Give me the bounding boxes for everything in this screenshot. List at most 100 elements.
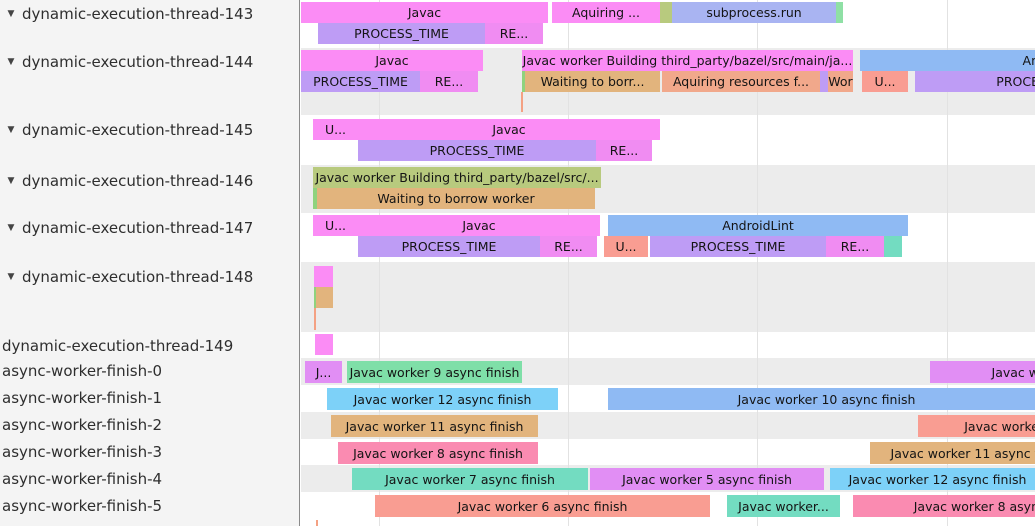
trace-slice[interactable]: Javac worker 10 async finish bbox=[608, 388, 1035, 410]
trace-slice[interactable]: Javac worker Building third_party/bazel/… bbox=[313, 167, 601, 188]
trace-slice-label: Javac worker 12 async finish bbox=[848, 471, 1027, 487]
trace-slice[interactable]: Javac worker 9 async finish bbox=[347, 361, 522, 383]
track-label-dynamic-execution-thread-149[interactable]: dynamic-execution-thread-149 bbox=[0, 336, 299, 356]
trace-slice-label: Javac worker 10 async finish bbox=[737, 391, 916, 407]
trace-slice[interactable]: Javac worker 7 async finish bbox=[352, 468, 588, 490]
trace-slice[interactable]: An bbox=[860, 50, 1035, 71]
track-name-label: dynamic-execution-thread-144 bbox=[22, 53, 254, 71]
trace-slice[interactable]: U... bbox=[313, 119, 358, 140]
track-label-dynamic-execution-thread-145[interactable]: ▼ dynamic-execution-thread-145 bbox=[0, 120, 299, 140]
trace-slice[interactable]: AndroidLint bbox=[608, 215, 908, 236]
trace-slice[interactable]: U... bbox=[313, 215, 358, 236]
trace-slice-label: RE... bbox=[609, 143, 639, 158]
trace-slice-label: Javac worker 9 async finish bbox=[349, 364, 520, 380]
trace-slice-label: Wor bbox=[828, 74, 853, 89]
trace-slice[interactable]: PROCESS_TIME bbox=[358, 140, 596, 161]
trace-slice[interactable]: PROCESS_TIME bbox=[301, 71, 420, 92]
trace-slice[interactable]: J... bbox=[305, 361, 342, 383]
trace-slice[interactable]: Waiting to borr... bbox=[525, 71, 660, 92]
trace-slice[interactable]: Javac worker 8 asyn bbox=[853, 495, 1035, 517]
trace-slice[interactable] bbox=[522, 71, 525, 92]
trace-slice[interactable]: RE... bbox=[596, 140, 652, 161]
trace-slice[interactable]: Javac w bbox=[930, 361, 1035, 383]
trace-slice[interactable]: RE... bbox=[540, 236, 597, 257]
track-label-async-worker-finish-0[interactable]: async-worker-finish-0 bbox=[0, 361, 299, 381]
collapse-arrow-icon[interactable]: ▼ bbox=[7, 9, 15, 19]
trace-slice[interactable] bbox=[660, 2, 672, 23]
trace-slice[interactable]: Aquiring resources f... bbox=[662, 71, 820, 92]
track-label-dynamic-execution-thread-147[interactable]: ▼ dynamic-execution-thread-147 bbox=[0, 218, 299, 238]
trace-slice[interactable]: RE... bbox=[420, 71, 478, 92]
trace-slice[interactable]: Waiting to borrow worker bbox=[317, 188, 595, 209]
collapse-arrow-icon[interactable]: ▼ bbox=[7, 57, 15, 67]
instant-event-tick[interactable] bbox=[521, 92, 523, 112]
trace-slice[interactable]: Javac bbox=[301, 2, 548, 23]
trace-slice[interactable]: Javac worker 12 async finish bbox=[327, 388, 558, 410]
collapse-arrow-icon[interactable]: ▼ bbox=[7, 272, 15, 282]
trace-slice[interactable]: Javac worker 5 async finish bbox=[590, 468, 824, 490]
trace-slice[interactable] bbox=[316, 287, 333, 308]
trace-slice[interactable]: subprocess.run bbox=[672, 2, 836, 23]
trace-slice[interactable]: RE... bbox=[485, 23, 543, 44]
trace-slice[interactable]: PROCESS_TIME bbox=[318, 23, 485, 44]
trace-slice[interactable]: Aquiring ... bbox=[552, 2, 660, 23]
track-label-dynamic-execution-thread-148[interactable]: ▼ dynamic-execution-thread-148 bbox=[0, 267, 299, 287]
trace-slice[interactable] bbox=[314, 266, 333, 287]
trace-slice-label: Waiting to borrow worker bbox=[377, 191, 535, 206]
trace-slice[interactable]: Wor bbox=[828, 71, 853, 92]
time-gridline bbox=[379, 0, 380, 526]
trace-slice[interactable]: Javac bbox=[301, 50, 483, 71]
trace-slice[interactable]: Javac worker 11 async f bbox=[870, 442, 1035, 464]
trace-slice-label: AndroidLint bbox=[722, 218, 794, 233]
trace-slice-label: U... bbox=[324, 218, 347, 233]
track-label-async-worker-finish-5[interactable]: async-worker-finish-5 bbox=[0, 496, 299, 516]
track-label-async-worker-finish-2[interactable]: async-worker-finish-2 bbox=[0, 415, 299, 435]
trace-slice[interactable]: U... bbox=[604, 236, 648, 257]
trace-slice[interactable]: U... bbox=[862, 71, 908, 92]
track-name-label: dynamic-execution-thread-146 bbox=[22, 172, 254, 190]
trace-slice[interactable]: PROCE bbox=[915, 71, 1035, 92]
trace-slice[interactable] bbox=[820, 71, 828, 92]
trace-slice[interactable]: RE... bbox=[826, 236, 884, 257]
trace-slice[interactable] bbox=[315, 334, 333, 355]
trace-slice[interactable]: PROCESS_TIME bbox=[650, 236, 826, 257]
trace-slice[interactable]: Javac worker 11 async finish bbox=[331, 415, 538, 437]
track-label-async-worker-finish-4[interactable]: async-worker-finish-4 bbox=[0, 469, 299, 489]
trace-slice[interactable] bbox=[314, 287, 316, 308]
trace-slice[interactable]: Javac worker 6 async finish bbox=[375, 495, 710, 517]
trace-slice-label: Javac worker Building third_party/bazel/… bbox=[315, 170, 599, 185]
track-label-dynamic-execution-thread-144[interactable]: ▼ dynamic-execution-thread-144 bbox=[0, 52, 299, 72]
track-label-async-worker-finish-1[interactable]: async-worker-finish-1 bbox=[0, 388, 299, 408]
time-gridline bbox=[568, 0, 569, 526]
trace-slice[interactable] bbox=[313, 188, 317, 209]
trace-slice[interactable]: Javac worker... bbox=[727, 495, 840, 517]
track-label-async-worker-finish-3[interactable]: async-worker-finish-3 bbox=[0, 442, 299, 462]
trace-slice[interactable]: Javac bbox=[358, 215, 600, 236]
trace-slice-label: Javac worker Building third_party/bazel/… bbox=[522, 53, 853, 68]
trace-slice[interactable]: Javac worker 12 async finish bbox=[830, 468, 1035, 490]
instant-event-tick[interactable] bbox=[314, 308, 316, 330]
trace-slice[interactable] bbox=[836, 2, 843, 23]
trace-slice-label: Javac worker 11 async f bbox=[890, 445, 1035, 461]
trace-slice[interactable]: PROCESS_TIME bbox=[358, 236, 540, 257]
collapse-arrow-icon[interactable]: ▼ bbox=[7, 223, 15, 233]
track-name-label: dynamic-execution-thread-145 bbox=[22, 121, 254, 139]
trace-slice-label: Waiting to borr... bbox=[540, 74, 645, 89]
track-background-band bbox=[301, 262, 1035, 332]
trace-slice[interactable]: Javac bbox=[358, 119, 660, 140]
collapse-arrow-icon[interactable]: ▼ bbox=[7, 125, 15, 135]
time-gridline bbox=[757, 0, 758, 526]
trace-slice[interactable]: Javac worker Building third_party/bazel/… bbox=[522, 50, 853, 71]
collapse-arrow-icon[interactable]: ▼ bbox=[7, 176, 15, 186]
trace-slice[interactable]: Javac worke bbox=[918, 415, 1035, 437]
track-name-label: dynamic-execution-thread-149 bbox=[2, 337, 234, 355]
track-name-label: dynamic-execution-thread-148 bbox=[22, 268, 254, 286]
instant-event-tick[interactable] bbox=[316, 520, 318, 526]
trace-slice-label: Javac bbox=[407, 5, 442, 20]
trace-slice-label: PROCESS_TIME bbox=[429, 143, 525, 158]
track-label-dynamic-execution-thread-143[interactable]: ▼ dynamic-execution-thread-143 bbox=[0, 4, 299, 24]
track-label-dynamic-execution-thread-146[interactable]: ▼ dynamic-execution-thread-146 bbox=[0, 171, 299, 191]
trace-slice-label: Javac worker 8 asyn bbox=[913, 498, 1035, 514]
trace-slice[interactable] bbox=[884, 236, 902, 257]
trace-slice[interactable]: Javac worker 8 async finish bbox=[338, 442, 538, 464]
